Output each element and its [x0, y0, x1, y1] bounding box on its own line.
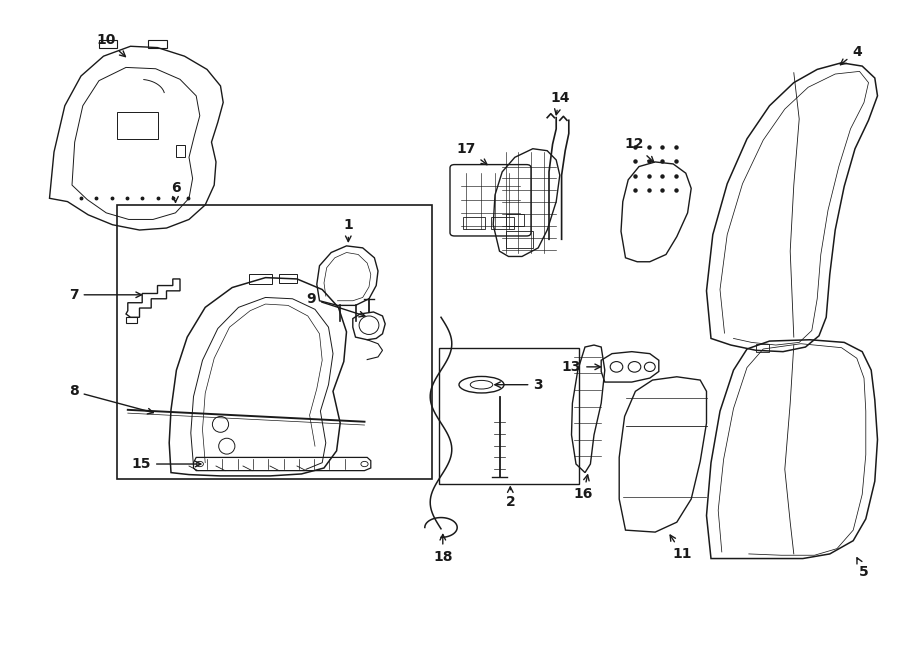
Text: 2: 2: [506, 487, 515, 510]
Bar: [117, 205, 432, 479]
Bar: [439, 348, 579, 484]
Text: 1: 1: [344, 217, 353, 241]
Text: 18: 18: [433, 535, 453, 564]
Bar: [506, 214, 524, 226]
Text: 3: 3: [495, 377, 543, 392]
Text: 9: 9: [307, 292, 365, 317]
Text: 5: 5: [857, 558, 868, 579]
Text: 4: 4: [841, 44, 861, 65]
Text: 7: 7: [69, 288, 141, 302]
Text: 12: 12: [625, 137, 653, 163]
Text: 10: 10: [96, 32, 125, 57]
Text: 13: 13: [562, 360, 600, 374]
Text: 11: 11: [670, 535, 692, 561]
Bar: [463, 217, 485, 229]
Text: 17: 17: [456, 141, 487, 165]
Text: 14: 14: [550, 91, 570, 115]
Bar: [491, 217, 514, 229]
Bar: [249, 274, 272, 284]
Text: 8: 8: [69, 384, 153, 414]
Bar: [176, 145, 184, 157]
Bar: [506, 231, 533, 248]
Text: 15: 15: [131, 457, 201, 471]
Bar: [756, 344, 769, 352]
Text: 6: 6: [171, 181, 180, 202]
Text: 16: 16: [573, 475, 593, 502]
Bar: [279, 274, 297, 283]
